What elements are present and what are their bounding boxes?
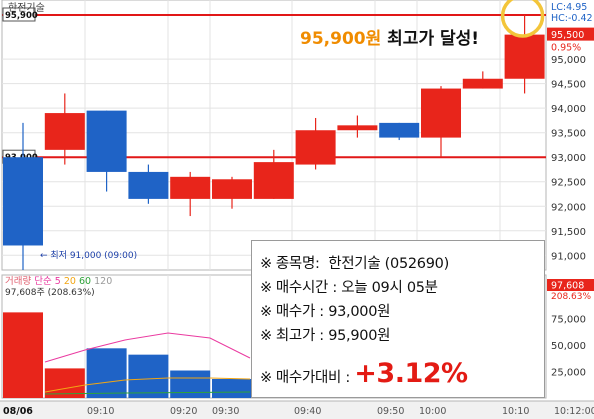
price-tick-label: 92,500	[551, 178, 586, 189]
volume-ma-green	[44, 391, 251, 395]
price-tick-label: 94,500	[551, 80, 586, 91]
x-tick-label: 09:10	[87, 406, 114, 417]
current-price-tag	[547, 27, 594, 41]
stock-value: 한전기술 (052690)	[328, 256, 449, 272]
volume-bar	[44, 368, 85, 398]
price-tick-label: 93,000	[551, 153, 586, 164]
x-tick-label: 08/06	[3, 406, 33, 417]
current-price-pct: 0.95%	[551, 43, 581, 54]
current-volume-label: 97,608	[551, 281, 584, 292]
ma-prefix-label: 단순	[34, 276, 52, 287]
candle-body	[504, 34, 545, 79]
reference-mark: ※	[260, 304, 272, 320]
volume-bar	[170, 370, 211, 398]
volume-bar	[212, 378, 252, 398]
x-tick-label: 10:12:00	[554, 406, 594, 417]
candle-body	[462, 78, 503, 89]
x-tick-label: 09:30	[212, 406, 239, 417]
candle-body	[212, 179, 252, 199]
ma-120-label: 120	[94, 276, 112, 287]
volume-ma-pink	[44, 332, 251, 363]
volume-tick-label: 25,000	[551, 368, 586, 379]
price-tick-label: 91,000	[551, 251, 586, 262]
reference-line-label: 95,900	[5, 11, 38, 21]
price-tick-label: 95,000	[551, 55, 586, 66]
info-row-high-price: ※ 최고가 : 95,900원	[260, 324, 390, 345]
volume-tick-label: 50,000	[551, 341, 586, 352]
current-volume-pct: 208.63%	[551, 292, 591, 302]
reference-mark: ※	[260, 370, 272, 386]
reference-line-label-box	[2, 7, 36, 22]
hc-label: HC:-0.42	[551, 13, 593, 24]
info-row-time: ※ 매수시간 : 오늘 09시 05분	[260, 276, 438, 297]
x-tick-label: 10:10	[502, 406, 529, 417]
achievement-text: 최고가 달성!	[381, 28, 479, 49]
volume-value-label: 97,608주 (208.63%)	[5, 287, 95, 298]
chart-title: 한전기술	[8, 2, 45, 14]
volume-bar	[86, 348, 127, 398]
buy-price-value: 93,000원	[328, 304, 391, 320]
high-price-value: 95,900원	[328, 328, 391, 344]
low-annotation: ← 최저 91,000 (09:00)	[40, 250, 137, 261]
candle-body	[86, 110, 127, 172]
buy-price-label: 매수가 :	[275, 304, 324, 320]
volume-ma-orange	[44, 377, 251, 393]
ma-60-label: 60	[79, 276, 91, 287]
lc-label: LC:4.95	[551, 2, 587, 13]
volume-legend-title: 거래량	[5, 275, 31, 287]
candle-body	[337, 125, 378, 131]
current-price-label: 95,500	[551, 30, 584, 41]
reference-mark: ※	[260, 280, 272, 296]
info-row-buy-price: ※ 매수가 : 93,000원	[260, 300, 390, 321]
x-axis-bar	[0, 401, 594, 419]
high-price-label: 최고가 :	[275, 328, 324, 344]
info-row-stock: ※ 종목명: 한전기술 (052690)	[260, 252, 449, 273]
price-tick-label: 92,000	[551, 202, 586, 213]
reference-mark: ※	[260, 256, 272, 272]
volume-tick-label: 75,000	[551, 315, 586, 326]
x-tick-label: 10:00	[419, 406, 446, 417]
ma-20-label: 20	[64, 276, 76, 287]
change-value: +3.12%	[354, 358, 468, 389]
stock-label: 종목명:	[275, 256, 320, 272]
high-highlight-circle	[500, 0, 545, 38]
x-tick-label: 09:50	[377, 406, 404, 417]
change-label: 매수가대비 :	[275, 370, 350, 386]
candle-body	[295, 130, 336, 165]
candle-body	[44, 113, 85, 150]
price-tick-label: 93,500	[551, 129, 586, 140]
price-tick-label: 91,500	[551, 227, 586, 238]
volume-legend: 거래량 단순 5 20 60 120	[5, 275, 112, 287]
candle-body	[253, 162, 294, 199]
x-tick-label: 09:20	[170, 406, 197, 417]
x-tick-label: 09:40	[294, 406, 321, 417]
reference-mark: ※	[260, 328, 272, 344]
volume-bar	[128, 354, 169, 398]
time-value: 오늘 09시 05분	[341, 280, 438, 296]
candle-body	[421, 88, 461, 138]
info-row-change: ※ 매수가대비 : +3.12%	[260, 358, 468, 389]
volume-bar	[3, 312, 43, 398]
ma-5-label: 5	[55, 276, 61, 287]
price-tick-label: 94,000	[551, 104, 586, 115]
candle-body	[3, 157, 43, 246]
achievement-price: 95,900원	[300, 29, 381, 49]
achievement-headline: 95,900원 최고가 달성!	[300, 28, 479, 49]
candle-body	[128, 171, 169, 199]
candle-body	[379, 122, 420, 138]
current-volume-tag	[547, 279, 594, 291]
time-label: 매수시간 :	[275, 280, 337, 296]
candle-body	[170, 176, 211, 199]
trade-info-box: ※ 종목명: 한전기술 (052690) ※ 매수시간 : 오늘 09시 05분 ※…	[251, 240, 545, 398]
